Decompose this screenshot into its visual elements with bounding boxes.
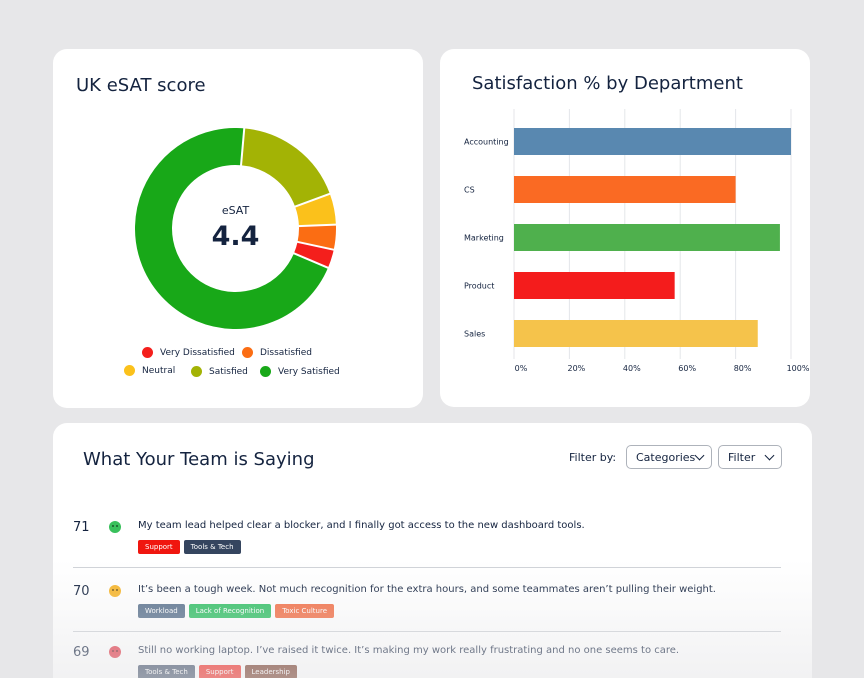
tag-support[interactable]: Support	[198, 665, 241, 678]
team-feedback-card: What Your Team is Saying Filter by: Cate…	[53, 423, 812, 678]
y-category-label: Sales	[464, 330, 485, 339]
legend-label: Neutral	[142, 365, 176, 376]
bar-product	[514, 272, 675, 299]
bar-sales	[514, 320, 758, 347]
comment-number: 70	[73, 584, 90, 599]
legend-label: Satisfied	[209, 366, 248, 377]
legend-label: Very Dissatisfied	[160, 347, 235, 358]
donut-separator	[296, 240, 335, 251]
donut-separator	[293, 192, 332, 208]
negative-face-icon	[109, 646, 121, 658]
y-category-label: CS	[464, 186, 475, 195]
x-tick-label: 0%	[515, 364, 528, 373]
legend-label: Dissatisfied	[260, 347, 312, 358]
filter-by-label: Filter by:	[569, 451, 617, 464]
esat-card-title: UK eSAT score	[76, 75, 206, 96]
comment-tags: Workload Lack of Recognition Toxic Cultu…	[138, 604, 334, 618]
comment-number: 69	[73, 645, 90, 660]
y-category-label: Product	[464, 282, 494, 291]
neutral-face-icon	[109, 585, 121, 597]
legend-dot	[142, 347, 153, 358]
comment-text: My team lead helped clear a blocker, and…	[138, 520, 585, 531]
tag-support[interactable]: Support	[138, 540, 180, 554]
chevron-down-icon	[694, 450, 705, 460]
donut-separator	[239, 128, 246, 167]
x-tick-label: 80%	[734, 364, 752, 373]
tag-workload[interactable]: Workload	[138, 604, 185, 618]
filter-dropdown-label: Filter	[728, 450, 756, 464]
feedback-card-title: What Your Team is Saying	[83, 449, 315, 470]
esat-score-card: UK eSAT score eSAT 4.4 Very Dissatisfied…	[53, 49, 423, 408]
legend-item-satisfied: Satisfied	[191, 366, 248, 377]
tag-tools-tech[interactable]: Tools & Tech	[138, 665, 195, 678]
comment-item[interactable]: 70 It’s been a tough week. Not much reco…	[73, 584, 781, 624]
tag-tools-tech[interactable]: Tools & Tech	[183, 540, 241, 554]
comment-text: Still no working laptop. I’ve raised it …	[138, 645, 680, 656]
tag-lack-of-recognition[interactable]: Lack of Recognition	[188, 604, 272, 618]
comment-tags: Tools & Tech Support Leadership	[138, 665, 297, 678]
categories-dropdown-label: Categories	[636, 450, 696, 464]
donut-separator	[292, 252, 330, 270]
comment-number: 71	[73, 520, 90, 535]
department-satisfaction-card: Satisfaction % by Department 0% 20% 40% 60%…	[440, 49, 810, 407]
bar-cs	[514, 176, 736, 203]
comment-tags: Support Tools & Tech	[138, 540, 241, 554]
y-category-label: Accounting	[464, 138, 509, 147]
y-category-label: Marketing	[464, 234, 504, 243]
donut-separator	[297, 223, 336, 228]
esat-center-label: eSAT	[221, 204, 250, 217]
comment-item[interactable]: 69 Still no working laptop. I’ve raised …	[73, 645, 781, 678]
divider	[73, 567, 781, 568]
tag-leadership[interactable]: Leadership	[244, 665, 297, 678]
legend-dot	[191, 366, 202, 377]
esat-donut-chart	[135, 128, 336, 329]
legend-item-neutral: Neutral	[124, 365, 175, 376]
x-tick-label: 100%	[787, 364, 810, 373]
divider	[73, 631, 781, 632]
x-tick-label: 40%	[623, 364, 641, 373]
positive-face-icon	[109, 521, 121, 533]
legend-dot	[242, 347, 253, 358]
legend-item-dissatisfied: Dissatisfied	[242, 347, 312, 358]
legend-item-very-satisfied: Very Satisfied	[260, 366, 340, 377]
filter-dropdown[interactable]: Filter	[718, 445, 782, 469]
department-bar-chart: 0% 20% 40% 60% 80% 100% Accounting CS Marketing P…	[464, 109, 810, 373]
legend-item-very-dissatisfied: Very Dissatisfied	[142, 347, 235, 358]
legend-dot	[260, 366, 271, 377]
x-tick-label: 60%	[678, 364, 696, 373]
esat-center-value: 4.4	[211, 221, 260, 252]
comment-item[interactable]: 71 My team lead helped clear a blocker, …	[73, 520, 781, 560]
bar-marketing	[514, 224, 780, 251]
chevron-down-icon	[764, 450, 775, 460]
department-card-title: Satisfaction % by Department	[472, 73, 743, 94]
legend-label: Very Satisfied	[278, 366, 340, 377]
legend-dot	[124, 365, 135, 376]
categories-dropdown[interactable]: Categories	[626, 445, 712, 469]
tag-toxic-culture[interactable]: Toxic Culture	[275, 604, 334, 618]
bar-accounting	[514, 128, 791, 155]
comment-text: It’s been a tough week. Not much recogni…	[138, 584, 716, 595]
x-tick-label: 20%	[568, 364, 586, 373]
